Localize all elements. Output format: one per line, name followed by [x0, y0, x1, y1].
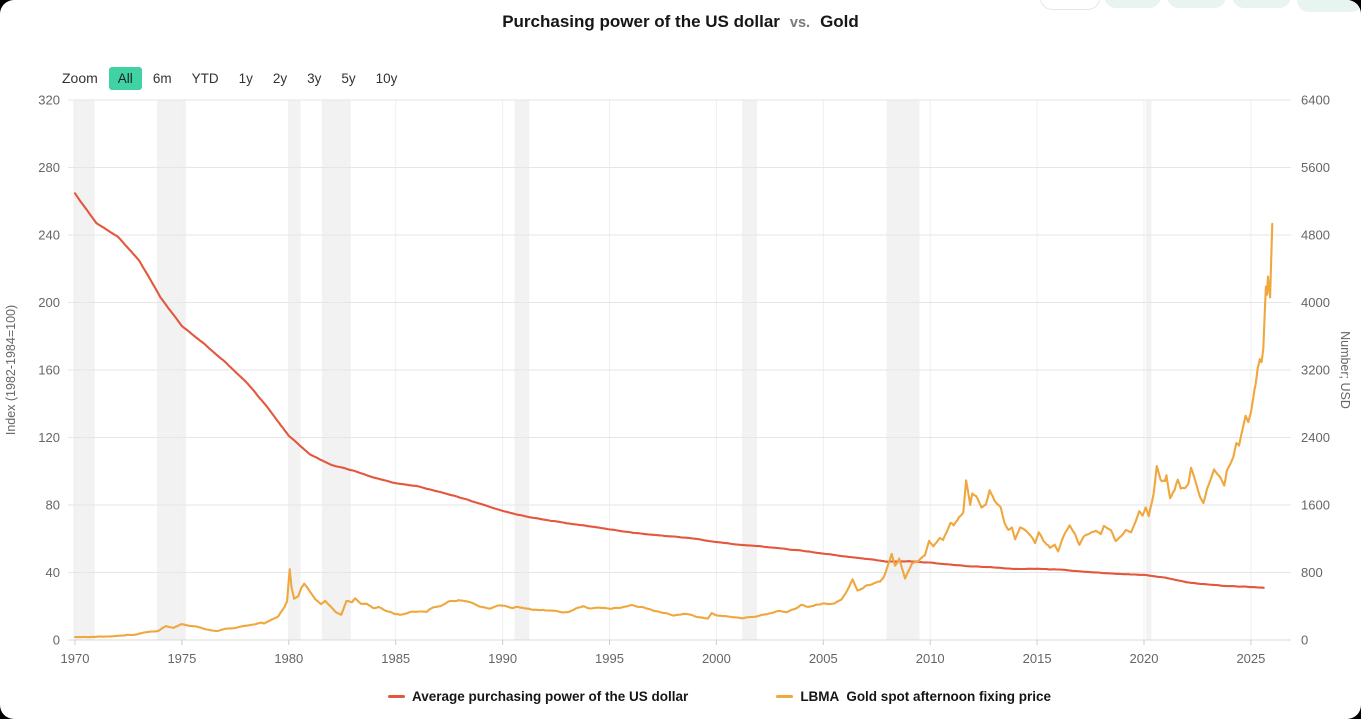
svg-text:240: 240 [38, 228, 60, 243]
range-button-2y[interactable]: 2y [264, 67, 296, 90]
svg-text:320: 320 [38, 93, 60, 108]
svg-text:1990: 1990 [488, 651, 517, 666]
partial-toolbar-button-4[interactable] [1232, 0, 1291, 8]
legend-item-gold[interactable]: LBMA Gold spot afternoon fixing price [776, 689, 1051, 704]
svg-text:1975: 1975 [167, 651, 196, 666]
title-secondary: Gold [820, 12, 859, 31]
legend-marker-red-dash [388, 695, 405, 698]
legend: Average purchasing power of the US dolla… [388, 689, 1051, 704]
svg-text:4800: 4800 [1301, 228, 1330, 243]
range-button-ytd[interactable]: YTD [183, 67, 228, 90]
svg-text:4000: 4000 [1301, 295, 1330, 310]
range-button-all[interactable]: All [108, 66, 142, 90]
legend-label-lbma: LBMA [800, 689, 840, 704]
partial-toolbar-button-2[interactable] [1104, 0, 1161, 8]
range-button-3y[interactable]: 3y [298, 67, 330, 90]
svg-text:2025: 2025 [1236, 651, 1265, 666]
partial-toolbar-button-5[interactable] [1297, 0, 1361, 12]
svg-text:2005: 2005 [809, 651, 838, 666]
svg-text:0: 0 [53, 633, 60, 648]
legend-marker-gold-dash [776, 695, 794, 698]
svg-text:280: 280 [38, 160, 60, 175]
svg-text:Number; USD: Number; USD [1338, 331, 1352, 409]
svg-text:160: 160 [38, 363, 60, 378]
title-main: Purchasing power of the US dollar [502, 12, 780, 31]
svg-text:0: 0 [1301, 633, 1308, 648]
zoom-toolbar: Zoom All 6m YTD 1y 2y 3y 5y 10y [62, 66, 407, 90]
svg-text:2010: 2010 [916, 651, 945, 666]
legend-label-gold: Gold spot afternoon fixing price [846, 689, 1052, 704]
svg-text:1995: 1995 [595, 651, 624, 666]
svg-text:2400: 2400 [1301, 430, 1330, 445]
title-separator: vs. [789, 15, 811, 31]
svg-text:1970: 1970 [61, 651, 90, 666]
legend-label-purchasing-power: Average purchasing power of the US dolla… [412, 689, 689, 704]
svg-text:Index (1982-1984=100): Index (1982-1984=100) [4, 305, 18, 435]
page-title: Purchasing power of the US dollar vs. Gold [0, 12, 1361, 32]
svg-text:1600: 1600 [1301, 498, 1330, 513]
svg-text:200: 200 [38, 295, 60, 310]
svg-text:1980: 1980 [274, 651, 303, 666]
legend-item-purchasing-power[interactable]: Average purchasing power of the US dolla… [388, 689, 688, 704]
svg-text:800: 800 [1301, 565, 1323, 580]
svg-text:3200: 3200 [1301, 363, 1330, 378]
range-button-5y[interactable]: 5y [332, 67, 364, 90]
zoom-label: Zoom [62, 70, 98, 86]
range-button-1y[interactable]: 1y [230, 67, 262, 90]
partial-toolbar-button-3[interactable] [1167, 0, 1226, 8]
range-button-6m[interactable]: 6m [144, 67, 181, 90]
svg-text:40: 40 [46, 565, 60, 580]
svg-text:80: 80 [46, 498, 60, 513]
svg-text:120: 120 [38, 430, 60, 445]
svg-text:2015: 2015 [1023, 651, 1052, 666]
svg-text:2020: 2020 [1130, 651, 1159, 666]
range-button-10y[interactable]: 10y [367, 67, 407, 90]
svg-text:5600: 5600 [1301, 160, 1330, 175]
svg-text:2000: 2000 [702, 651, 731, 666]
svg-text:6400: 6400 [1301, 93, 1330, 108]
svg-text:1985: 1985 [381, 651, 410, 666]
